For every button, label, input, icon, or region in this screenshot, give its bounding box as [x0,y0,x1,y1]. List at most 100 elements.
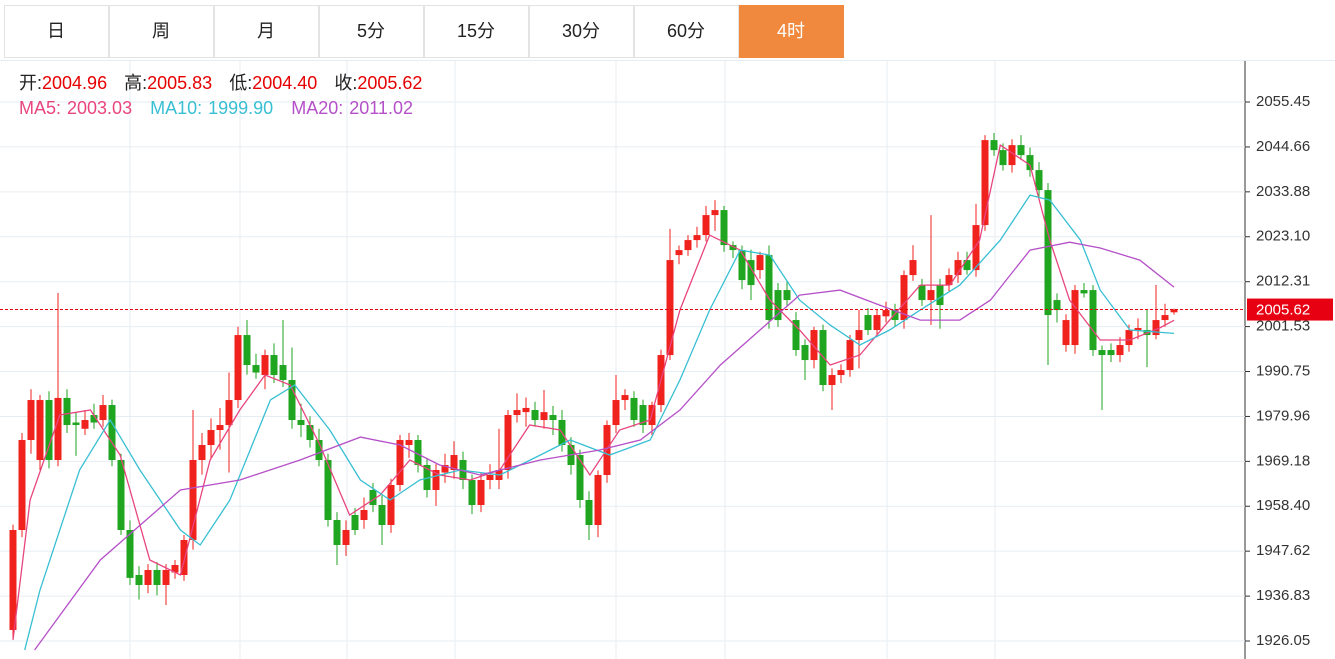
candle-body [324,460,332,520]
candle-body [441,465,449,473]
candle-body [945,275,953,286]
candle-body [216,425,224,431]
candle-body [162,569,170,585]
legend-label: MA5: [19,98,62,118]
tab-label[interactable]: 15分 [457,21,495,41]
low-value: 2004.40 [252,73,318,93]
candle-body [1170,309,1178,313]
candle-body [684,240,692,251]
legend-label: MA20: [291,98,344,118]
candle-body [954,260,962,276]
candle-body [1062,320,1070,346]
candle-body [1161,315,1169,321]
y-tick-label: 1990.75 [1256,362,1310,379]
candle-body [198,445,206,461]
candle-body [1134,327,1142,331]
candle-body [1053,300,1061,311]
candle-body [612,400,620,426]
candle-body [1017,145,1025,156]
legend-value: 1999.90 [208,98,274,118]
open-value: 2004.96 [42,73,108,93]
info-panel: 开:2004.96 高:2005.83 低:2004.40 收:2005.62 … [19,71,434,121]
candle-body [792,320,800,351]
candle-body [279,365,287,381]
candle-body [1044,190,1052,316]
candle-body [360,509,368,520]
y-tick-label: 1958.40 [1256,497,1310,514]
tab-label[interactable]: 30分 [562,21,600,41]
candle-body [36,400,44,461]
candle-body [855,330,863,341]
ma-row: MA5: 2003.03 MA10: 1999.90 MA20: 2011.02 [19,96,434,121]
candle-body [810,330,818,361]
candle-body [729,245,737,251]
y-tick-label: 1979.96 [1256,407,1310,424]
candle-body [468,480,476,506]
candle-body [126,529,134,578]
tab-label[interactable]: 4时 [777,21,805,41]
legend-value: 2003.03 [67,98,133,118]
candle-body [801,345,809,361]
candle-body [720,210,728,246]
candle-body [117,460,125,530]
candle-body [900,275,908,321]
candle-body [837,370,845,376]
tab[interactable] [319,5,424,58]
y-tick-label: 1947.62 [1256,542,1310,559]
candle-body [423,465,431,491]
candle-body [387,485,395,525]
tab-label[interactable]: 日 [47,21,65,41]
candle-body [306,425,314,441]
candle-body [504,415,512,471]
candle-body [846,340,854,371]
y-tick-label: 2055.45 [1256,93,1310,110]
legend-value: 2011.02 [349,98,413,118]
high-value: 2005.83 [147,73,213,93]
candle-body [1125,330,1133,346]
candle-body [315,440,323,461]
candle-body [99,405,107,421]
vertical-grid [129,60,996,659]
y-tick-label: 2044.66 [1256,138,1310,155]
tab-label[interactable]: 60分 [667,21,705,41]
candle-body [414,440,422,466]
candle-body [774,290,782,321]
candle-body [918,285,926,301]
candle-body [963,260,971,271]
y-tick-label: 1969.18 [1256,452,1310,469]
candle-body [486,475,494,481]
candle-body [909,260,917,276]
candle-body [1152,320,1160,336]
tab[interactable] [424,5,529,58]
low-label: 低: [229,73,253,93]
candle-body [540,412,548,421]
candle-body [351,514,359,530]
candle-body [882,310,890,317]
tab[interactable] [214,5,319,58]
candle-body [585,500,593,525]
candle-body [1026,155,1034,171]
candle-body [693,235,701,241]
candle-body [432,470,440,491]
tab-label[interactable]: 月 [257,21,275,41]
tab[interactable] [634,5,739,58]
candle-body [1089,290,1097,351]
tab[interactable] [739,5,844,58]
candle-body [1098,350,1106,356]
candle-body [594,475,602,525]
y-tick-label: 1936.83 [1256,587,1310,604]
candle-body [1035,170,1043,191]
tab[interactable] [109,5,214,58]
y-tick-label: 2012.31 [1256,273,1310,290]
y-tick-label: 2033.88 [1256,183,1310,200]
candle-body [207,430,215,446]
candle-body [261,355,269,376]
tab[interactable] [529,5,634,58]
candle-body [630,397,638,421]
candle-body [522,407,530,413]
candle-body [1080,290,1088,294]
tab-label[interactable]: 周 [152,21,170,41]
tab[interactable] [4,5,109,58]
tab-label[interactable]: 5分 [357,21,385,41]
